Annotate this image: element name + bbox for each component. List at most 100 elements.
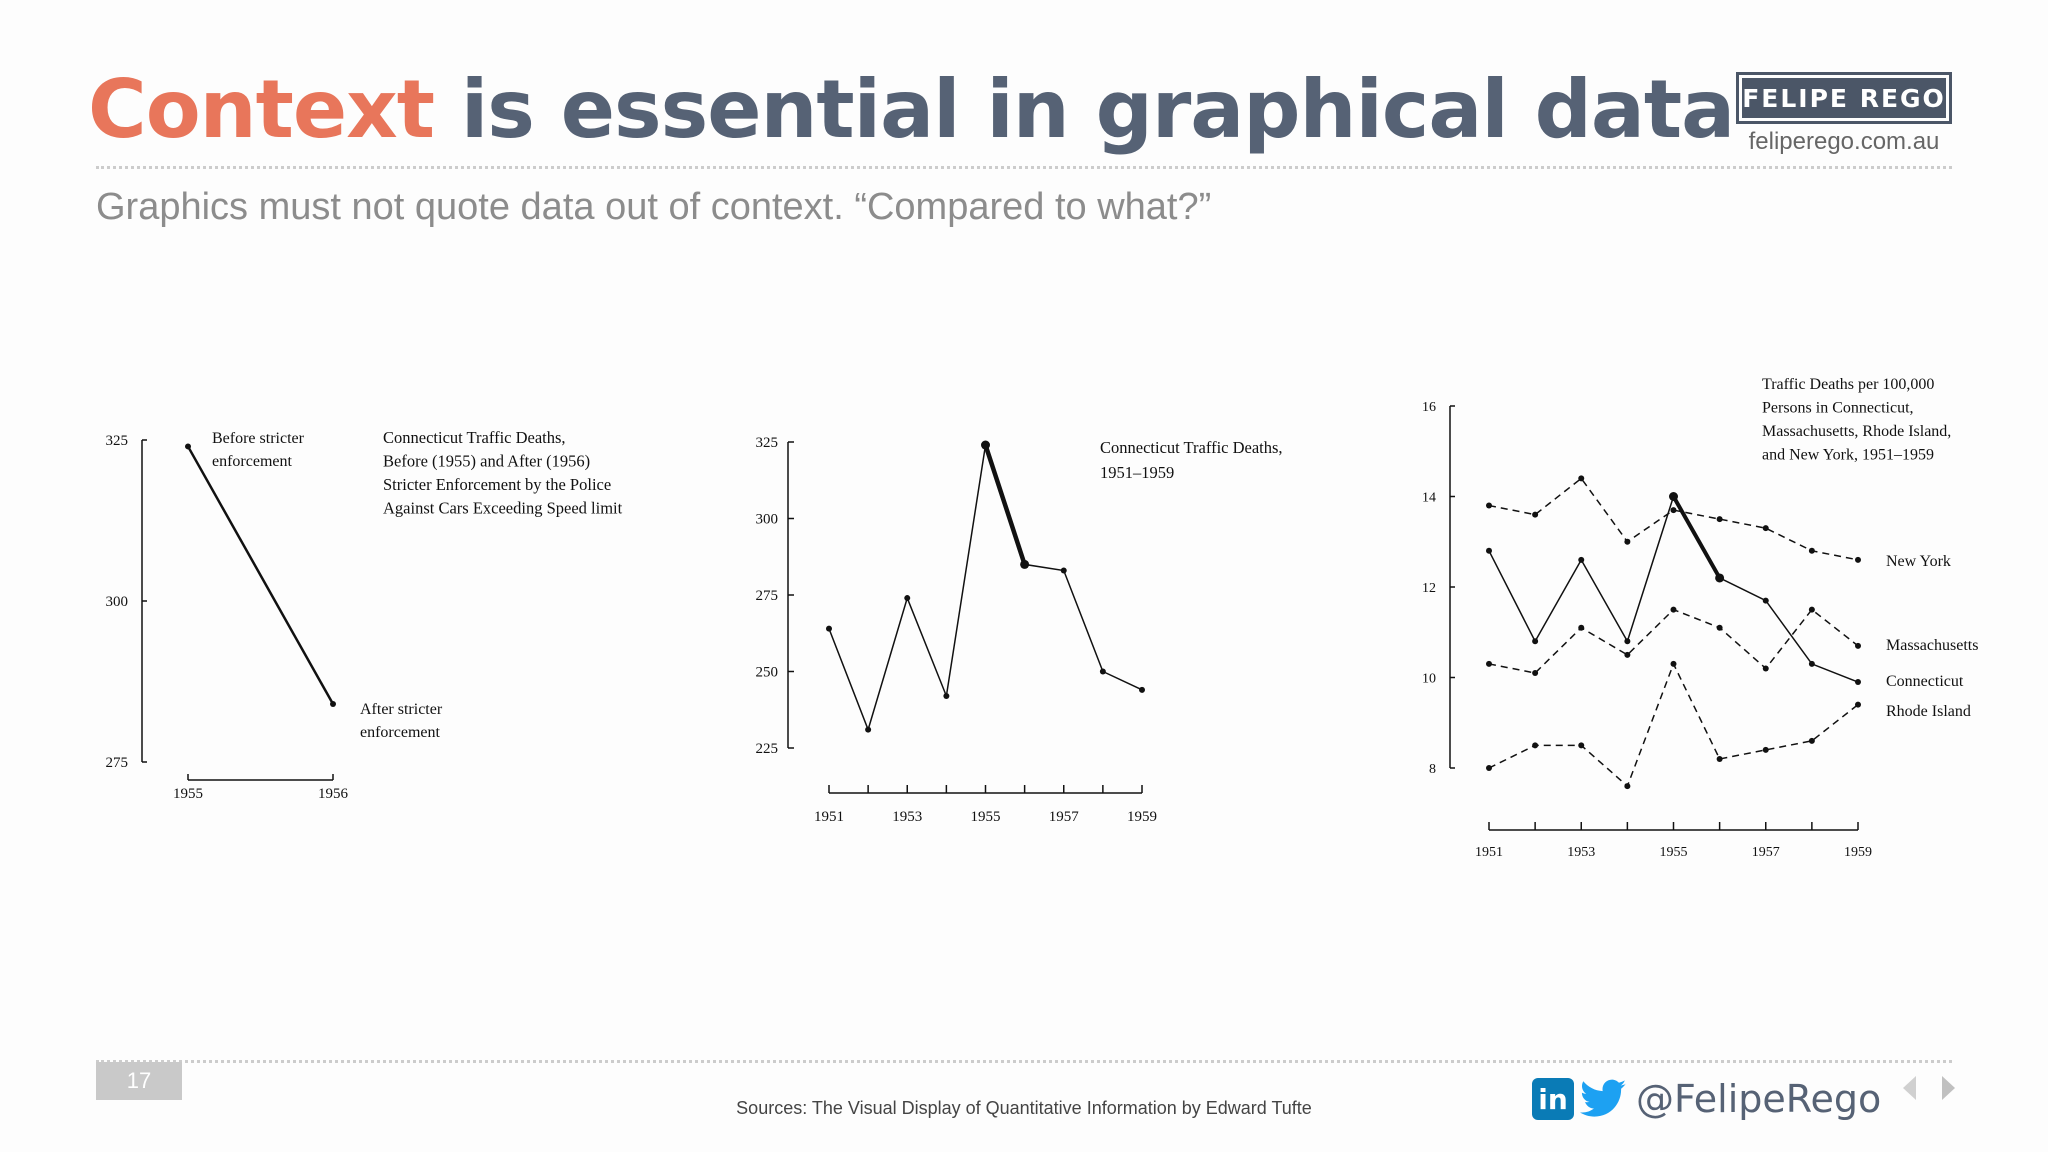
header-divider bbox=[96, 166, 1952, 169]
y-tick-label: 8 bbox=[1429, 762, 1436, 777]
data-point bbox=[1624, 651, 1631, 658]
data-point bbox=[1099, 668, 1106, 675]
data-point bbox=[865, 726, 872, 733]
data-point bbox=[1762, 746, 1769, 753]
subtitle: Graphics must not quote data out of cont… bbox=[96, 186, 1212, 228]
annotation: After stricter bbox=[360, 701, 443, 718]
social-handle: @FelipeRego bbox=[1636, 1077, 1882, 1121]
data-point bbox=[1624, 783, 1631, 790]
data-point bbox=[1670, 606, 1677, 613]
data-point bbox=[1808, 606, 1815, 613]
data-point bbox=[1532, 669, 1539, 676]
y-tick-label: 325 bbox=[756, 435, 779, 451]
page-title: Context is essential in graphical data bbox=[88, 62, 1735, 158]
data-point bbox=[1020, 559, 1030, 569]
chart-title: Connecticut Traffic Deaths, bbox=[1100, 438, 1283, 457]
data-point-highlight bbox=[1715, 573, 1725, 583]
data-point bbox=[1578, 624, 1585, 631]
chart-title: Persons in Connecticut, bbox=[1762, 400, 1914, 417]
series-label: Massachusetts bbox=[1886, 637, 1978, 654]
series-line bbox=[1488, 494, 1859, 683]
chart-title: Massachusetts, Rhode Island, bbox=[1762, 423, 1951, 440]
data-point bbox=[826, 625, 832, 632]
prev-arrow-icon[interactable] bbox=[1900, 1074, 1918, 1102]
data-point bbox=[1716, 624, 1723, 631]
y-tick-label: 250 bbox=[756, 665, 779, 681]
title-rest: is essential in graphical data bbox=[433, 63, 1735, 156]
brand-url[interactable]: feliperego.com.au bbox=[1748, 128, 1940, 155]
y-tick-label: 300 bbox=[756, 512, 779, 528]
x-tick-label: 1959 bbox=[1127, 809, 1157, 825]
data-point bbox=[1716, 516, 1723, 523]
brand-name: FELIPE REGO bbox=[1742, 78, 1946, 118]
data-point bbox=[1716, 755, 1723, 762]
series-label: New York bbox=[1886, 553, 1951, 570]
x-tick-label: 1953 bbox=[1567, 845, 1595, 860]
annotation: enforcement bbox=[360, 724, 441, 741]
y-tick-label: 14 bbox=[1422, 491, 1436, 506]
data-point bbox=[1855, 679, 1861, 686]
title-accent: Context bbox=[88, 63, 435, 156]
chart-title: Against Cars Exceeding Speed limit bbox=[383, 499, 623, 518]
data-point bbox=[1578, 475, 1585, 482]
data-point bbox=[1808, 660, 1815, 667]
data-point bbox=[1624, 538, 1631, 545]
sources-note: Sources: The Visual Display of Quantitat… bbox=[736, 1098, 1312, 1118]
y-tick-label: 300 bbox=[106, 594, 129, 610]
series-label: Rhode Island bbox=[1886, 703, 1971, 720]
data-point bbox=[981, 440, 990, 450]
annotation: enforcement bbox=[212, 453, 293, 470]
data-point bbox=[1762, 525, 1769, 532]
data-point bbox=[1532, 638, 1539, 645]
footer-divider bbox=[96, 1060, 1952, 1063]
data-point bbox=[1808, 547, 1815, 554]
y-tick-label: 10 bbox=[1422, 672, 1436, 687]
data-point bbox=[1855, 642, 1861, 649]
y-tick-label: 12 bbox=[1422, 581, 1436, 596]
x-tick-label: 1953 bbox=[892, 809, 922, 825]
highlight-segment bbox=[983, 444, 1027, 566]
data-point bbox=[904, 595, 911, 602]
x-tick-label: 1957 bbox=[1049, 809, 1080, 825]
x-tick-label: 1957 bbox=[1752, 845, 1780, 860]
chart-title: and New York, 1951–1959 bbox=[1762, 447, 1934, 464]
data-point bbox=[1762, 665, 1769, 672]
chart-title: Traffic Deaths per 100,000 bbox=[1762, 376, 1934, 393]
data-point bbox=[943, 692, 950, 699]
y-tick-label: 225 bbox=[756, 741, 779, 757]
data-point bbox=[1578, 556, 1585, 563]
chart-title: Connecticut Traffic Deaths, bbox=[383, 428, 566, 447]
data-point bbox=[1808, 737, 1815, 744]
data-point bbox=[1855, 556, 1861, 563]
data-point bbox=[330, 701, 336, 708]
x-tick-label: 1955 bbox=[173, 786, 203, 802]
data-point bbox=[1532, 511, 1539, 518]
twitter-icon[interactable] bbox=[1580, 1078, 1628, 1120]
social-links: in @FelipeRego bbox=[1532, 1074, 1881, 1124]
x-tick-label: 1955 bbox=[971, 809, 1001, 825]
data-point bbox=[185, 443, 191, 450]
x-tick-label: 1951 bbox=[1475, 845, 1503, 860]
data-point bbox=[1139, 686, 1145, 693]
page-number: 17 bbox=[96, 1062, 182, 1100]
y-tick-label: 16 bbox=[1422, 400, 1436, 415]
y-tick-label: 275 bbox=[106, 755, 129, 771]
data-point bbox=[1486, 660, 1492, 667]
y-tick-label: 275 bbox=[756, 588, 779, 604]
data-point bbox=[1762, 597, 1769, 604]
x-tick-label: 1955 bbox=[1660, 845, 1688, 860]
series-line bbox=[1488, 662, 1859, 788]
next-arrow-icon[interactable] bbox=[1940, 1074, 1958, 1102]
y-tick-label: 325 bbox=[106, 433, 129, 449]
data-point bbox=[1855, 701, 1861, 708]
series-line bbox=[186, 445, 335, 705]
data-point bbox=[1578, 742, 1585, 749]
data-point bbox=[1670, 660, 1677, 667]
chart-title: Before (1955) and After (1956) bbox=[383, 452, 590, 471]
data-point bbox=[1624, 638, 1631, 645]
chart-title: 1951–1959 bbox=[1100, 463, 1174, 482]
data-point-highlight bbox=[1669, 492, 1678, 501]
series-label: Connecticut bbox=[1886, 673, 1964, 690]
linkedin-icon[interactable]: in bbox=[1532, 1078, 1574, 1120]
